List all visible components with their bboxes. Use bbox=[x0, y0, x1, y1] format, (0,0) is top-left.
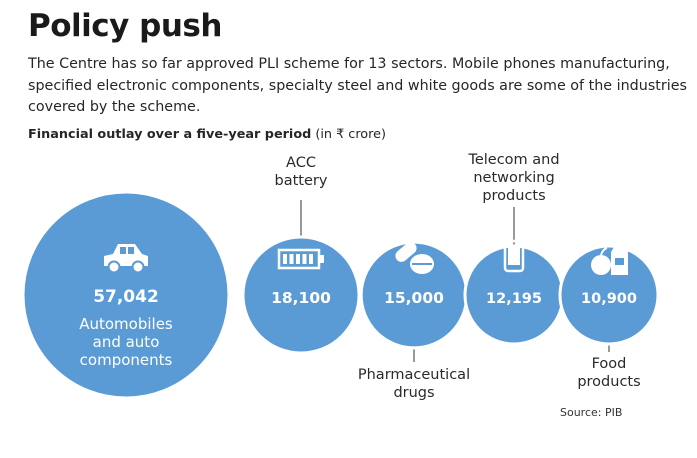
value-label: 18,100 bbox=[271, 289, 331, 307]
car-icon bbox=[104, 244, 148, 274]
category-label: Automobiles and auto components bbox=[79, 315, 173, 369]
bubble-car bbox=[21, 190, 231, 400]
value-label: 12,195 bbox=[486, 291, 542, 307]
bubble-food bbox=[558, 244, 660, 346]
battery-icon bbox=[277, 248, 324, 270]
pills-icon bbox=[395, 242, 434, 274]
chart-title: Policy push bbox=[28, 8, 222, 44]
caption-unit: (in ₹ crore) bbox=[315, 127, 386, 142]
smartphone-icon bbox=[503, 237, 529, 273]
value-label: 57,042 bbox=[93, 287, 159, 307]
category-label: ACC battery bbox=[275, 155, 328, 189]
value-label: 10,900 bbox=[581, 291, 637, 307]
value-label: 15,000 bbox=[384, 289, 444, 307]
caption-bold: Financial outlay over a five-year period bbox=[28, 127, 312, 142]
food-icon bbox=[591, 244, 628, 275]
category-label: Pharmaceutical drugs bbox=[358, 367, 470, 401]
chart-caption: Financial outlay over a five-year period… bbox=[28, 127, 386, 142]
category-label: Telecom and networking products bbox=[467, 152, 559, 204]
bubble-battery bbox=[241, 235, 361, 355]
source-note: Source: PIB bbox=[560, 406, 623, 419]
category-label: Food products bbox=[577, 356, 640, 390]
chart-subtitle: The Centre has so far approved PLI schem… bbox=[28, 56, 687, 115]
